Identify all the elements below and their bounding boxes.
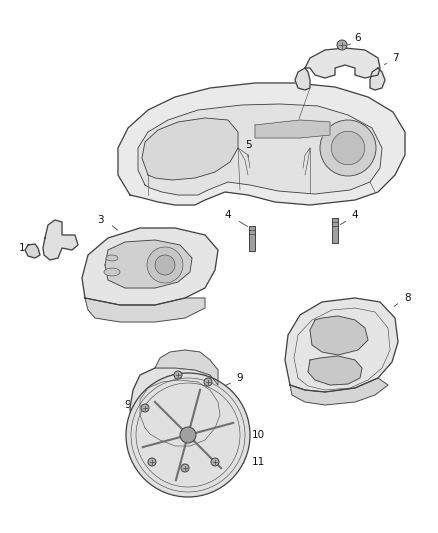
Polygon shape xyxy=(285,298,398,392)
Circle shape xyxy=(211,458,219,466)
Polygon shape xyxy=(82,228,218,305)
Text: 7: 7 xyxy=(392,53,398,63)
Polygon shape xyxy=(370,68,385,90)
Circle shape xyxy=(320,120,376,176)
Text: 11: 11 xyxy=(251,457,265,467)
Polygon shape xyxy=(105,240,192,288)
Text: 9: 9 xyxy=(125,400,131,410)
Polygon shape xyxy=(85,298,205,322)
Polygon shape xyxy=(295,68,310,90)
Text: 2: 2 xyxy=(52,220,58,230)
Bar xyxy=(332,217,338,243)
Polygon shape xyxy=(25,244,40,258)
Circle shape xyxy=(148,458,156,466)
Polygon shape xyxy=(308,356,362,385)
Text: 5: 5 xyxy=(245,140,251,150)
Text: 1: 1 xyxy=(19,243,25,253)
Circle shape xyxy=(155,255,175,275)
Circle shape xyxy=(126,373,250,497)
Polygon shape xyxy=(255,120,330,138)
Text: 9: 9 xyxy=(175,467,181,477)
Polygon shape xyxy=(142,118,238,180)
Text: 4: 4 xyxy=(225,210,231,220)
Polygon shape xyxy=(130,368,240,468)
Polygon shape xyxy=(310,316,368,355)
Text: 9: 9 xyxy=(192,355,198,365)
Bar xyxy=(249,225,255,251)
Polygon shape xyxy=(290,378,388,405)
Text: 10: 10 xyxy=(251,430,265,440)
Text: 8: 8 xyxy=(405,293,411,303)
Circle shape xyxy=(141,404,149,412)
Circle shape xyxy=(204,378,212,386)
Circle shape xyxy=(337,40,347,50)
Circle shape xyxy=(331,131,365,165)
Polygon shape xyxy=(155,350,218,385)
Polygon shape xyxy=(43,220,78,260)
Text: 6: 6 xyxy=(355,33,361,43)
Polygon shape xyxy=(118,83,405,205)
Polygon shape xyxy=(305,48,380,78)
Ellipse shape xyxy=(104,268,120,276)
Text: 3: 3 xyxy=(97,215,103,225)
Circle shape xyxy=(181,464,189,472)
Ellipse shape xyxy=(106,255,118,261)
Circle shape xyxy=(174,371,182,379)
Text: 4: 4 xyxy=(352,210,358,220)
Circle shape xyxy=(180,427,196,443)
Text: 9: 9 xyxy=(237,373,244,383)
Circle shape xyxy=(147,247,183,283)
Polygon shape xyxy=(138,104,382,195)
Text: 9: 9 xyxy=(141,458,148,468)
